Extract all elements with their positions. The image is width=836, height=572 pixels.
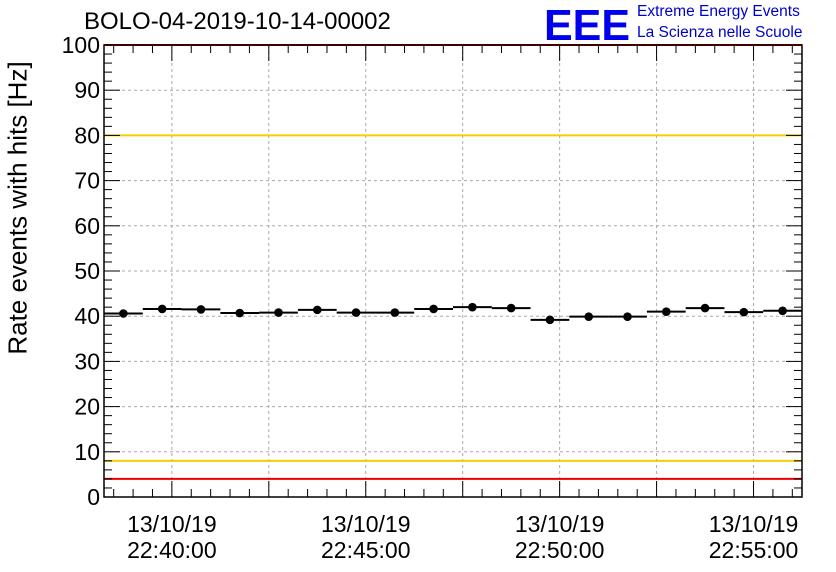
x-tick-label-date: 13/10/19 bbox=[321, 511, 411, 537]
y-tick-label: 70 bbox=[74, 168, 100, 194]
reference-lines bbox=[104, 44, 802, 480]
y-tick-label: 10 bbox=[74, 439, 100, 465]
data-point bbox=[545, 315, 555, 325]
x-tick-label-time: 22:45:00 bbox=[321, 537, 411, 563]
data-point bbox=[312, 305, 322, 315]
data-point bbox=[623, 312, 632, 321]
data-point bbox=[351, 308, 361, 317]
y-tick-label: 40 bbox=[74, 303, 100, 329]
x-tick-label-time: 22:55:00 bbox=[709, 537, 799, 563]
y-tick-label: 50 bbox=[74, 258, 100, 284]
data-point bbox=[739, 307, 749, 317]
data-point bbox=[196, 305, 206, 314]
x-tick-label-time: 22:50:00 bbox=[515, 537, 605, 563]
logo-line-1: Extreme Energy Events bbox=[637, 3, 800, 20]
chart-title: BOLO-04-2019-10-14-00002 bbox=[84, 8, 391, 35]
data-point bbox=[119, 309, 128, 318]
x-tick-label-date: 13/10/19 bbox=[709, 511, 799, 537]
data-point bbox=[584, 312, 594, 321]
data-point bbox=[506, 303, 516, 313]
data-point bbox=[468, 302, 477, 312]
grid-layer bbox=[104, 45, 802, 497]
data-point bbox=[390, 308, 400, 317]
eee-logo: EEE bbox=[544, 2, 630, 46]
y-tick-label: 100 bbox=[62, 32, 100, 58]
axis-ticks bbox=[104, 44, 802, 498]
data-points bbox=[104, 302, 802, 325]
data-point bbox=[700, 303, 710, 313]
eee-logo-text: EEE bbox=[544, 2, 630, 46]
data-point bbox=[778, 306, 787, 316]
data-point bbox=[661, 307, 671, 316]
y-tick-label: 0 bbox=[87, 484, 100, 510]
y-axis-label: Rate events with hits [Hz] bbox=[2, 61, 33, 355]
x-tick-labels: 13/10/1922:40:0013/10/1922:45:0013/10/19… bbox=[127, 511, 798, 563]
y-tick-label: 20 bbox=[74, 394, 100, 420]
y-tick-label: 90 bbox=[74, 77, 100, 103]
x-tick-label-date: 13/10/19 bbox=[515, 511, 605, 537]
logo-line-2: La Scienza nelle Scuole bbox=[637, 24, 803, 41]
y-tick-label: 30 bbox=[74, 348, 100, 374]
y-tick-labels: 0 10 20 30 40 50 60 70 80 90 100 bbox=[62, 32, 100, 510]
x-tick-label-date: 13/10/19 bbox=[127, 511, 217, 537]
y-tick-label: 60 bbox=[74, 213, 100, 239]
data-point bbox=[235, 308, 245, 318]
data-point bbox=[429, 304, 438, 314]
x-tick-label-time: 22:40:00 bbox=[127, 537, 217, 563]
data-point bbox=[157, 304, 167, 314]
data-point bbox=[274, 308, 283, 317]
y-tick-label: 80 bbox=[74, 122, 100, 148]
